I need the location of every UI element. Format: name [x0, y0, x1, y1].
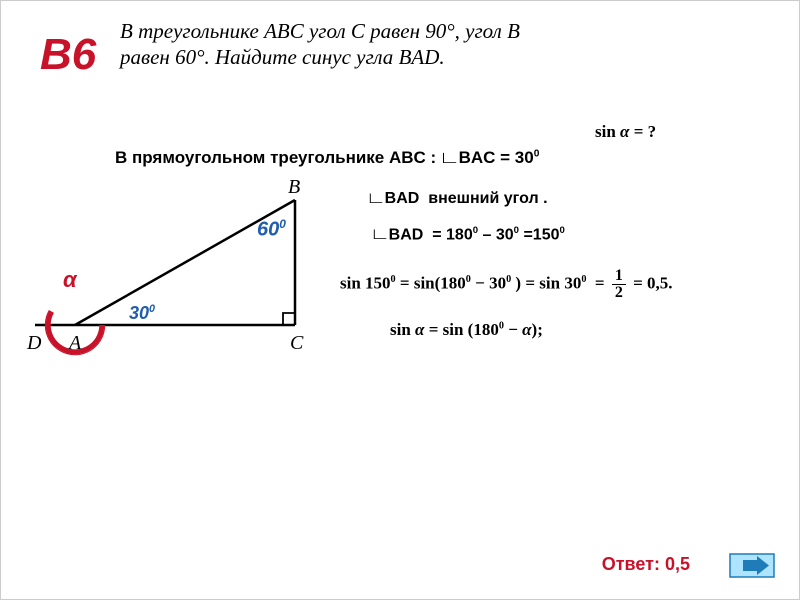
problem-line2: равен 60°. Найдите синус угла BAD. — [120, 45, 445, 69]
f-d: ) = sin 30 — [515, 273, 581, 292]
vertex-d-label: D — [26, 332, 42, 354]
stmt-prefix: В прямоугольном треугольнике ABC : — [115, 148, 441, 167]
label-alpha-text: α — [63, 267, 77, 292]
step-bad-calc: ∟BAD = 1800 – 300 =1500 — [372, 225, 565, 244]
f-c: − 30 — [475, 273, 506, 292]
statement-right-triangle: В прямоугольном треугольнике ABC : ∟BAC … — [115, 148, 539, 168]
label-30-val: 30 — [129, 303, 149, 323]
answer-value: 0,5 — [665, 554, 690, 574]
fraction-half: 12 — [612, 268, 626, 301]
label-30: 300 — [129, 303, 155, 324]
question-sin-alpha: sin α = ? — [595, 122, 656, 142]
answer-label: Ответ: — [602, 554, 665, 574]
step-external-angle: ∟BAD внешний угол . — [368, 190, 548, 208]
formula-sin150: sin 1500 = sin(1800 − 300 ) = sin 300 = … — [340, 268, 673, 301]
problem-statement: В треугольнике ABC угол C равен 90°, уго… — [120, 18, 760, 71]
next-arrow-icon — [729, 553, 775, 578]
formula-identity: sin α = sin (1800 − α); — [390, 320, 543, 340]
answer: Ответ: 0,5 — [602, 554, 690, 575]
label-60: 600 — [257, 217, 286, 242]
vertex-b-label: B — [288, 176, 300, 198]
f-result: = 0,5. — [633, 273, 672, 292]
vertex-a-label: A — [67, 332, 82, 354]
label-30-sup: 0 — [149, 303, 155, 315]
frac-den: 2 — [612, 285, 626, 301]
triangle-diagram: D A C B α 300 600 — [15, 175, 335, 375]
stmt-angle-label: BAC — [459, 148, 496, 167]
task-number: B6 — [40, 30, 96, 80]
stmt-angle-value: 30 — [515, 148, 534, 167]
angle-symbol-icon-3: ∟ — [370, 226, 390, 244]
question-suffix: = ? — [629, 122, 656, 141]
label-alpha: α — [63, 267, 77, 293]
right-angle-icon — [283, 313, 295, 325]
next-button[interactable] — [729, 553, 775, 578]
label-60-sup: 0 — [279, 217, 286, 231]
question-prefix: sin — [595, 122, 620, 141]
task-number-text: B6 — [40, 30, 96, 79]
f-a: sin 150 — [340, 273, 391, 292]
angle-symbol-icon: ∟ — [438, 148, 460, 168]
stmt-angle-deg: 0 — [534, 148, 540, 159]
vertex-c-label: C — [290, 332, 304, 354]
angle-symbol-icon-2: ∟ — [366, 190, 386, 208]
problem-line1: В треугольнике ABC угол C равен 90°, уго… — [120, 19, 520, 43]
frac-num: 1 — [612, 268, 626, 285]
label-60-val: 60 — [257, 219, 279, 241]
f-b: = sin(180 — [400, 273, 466, 292]
